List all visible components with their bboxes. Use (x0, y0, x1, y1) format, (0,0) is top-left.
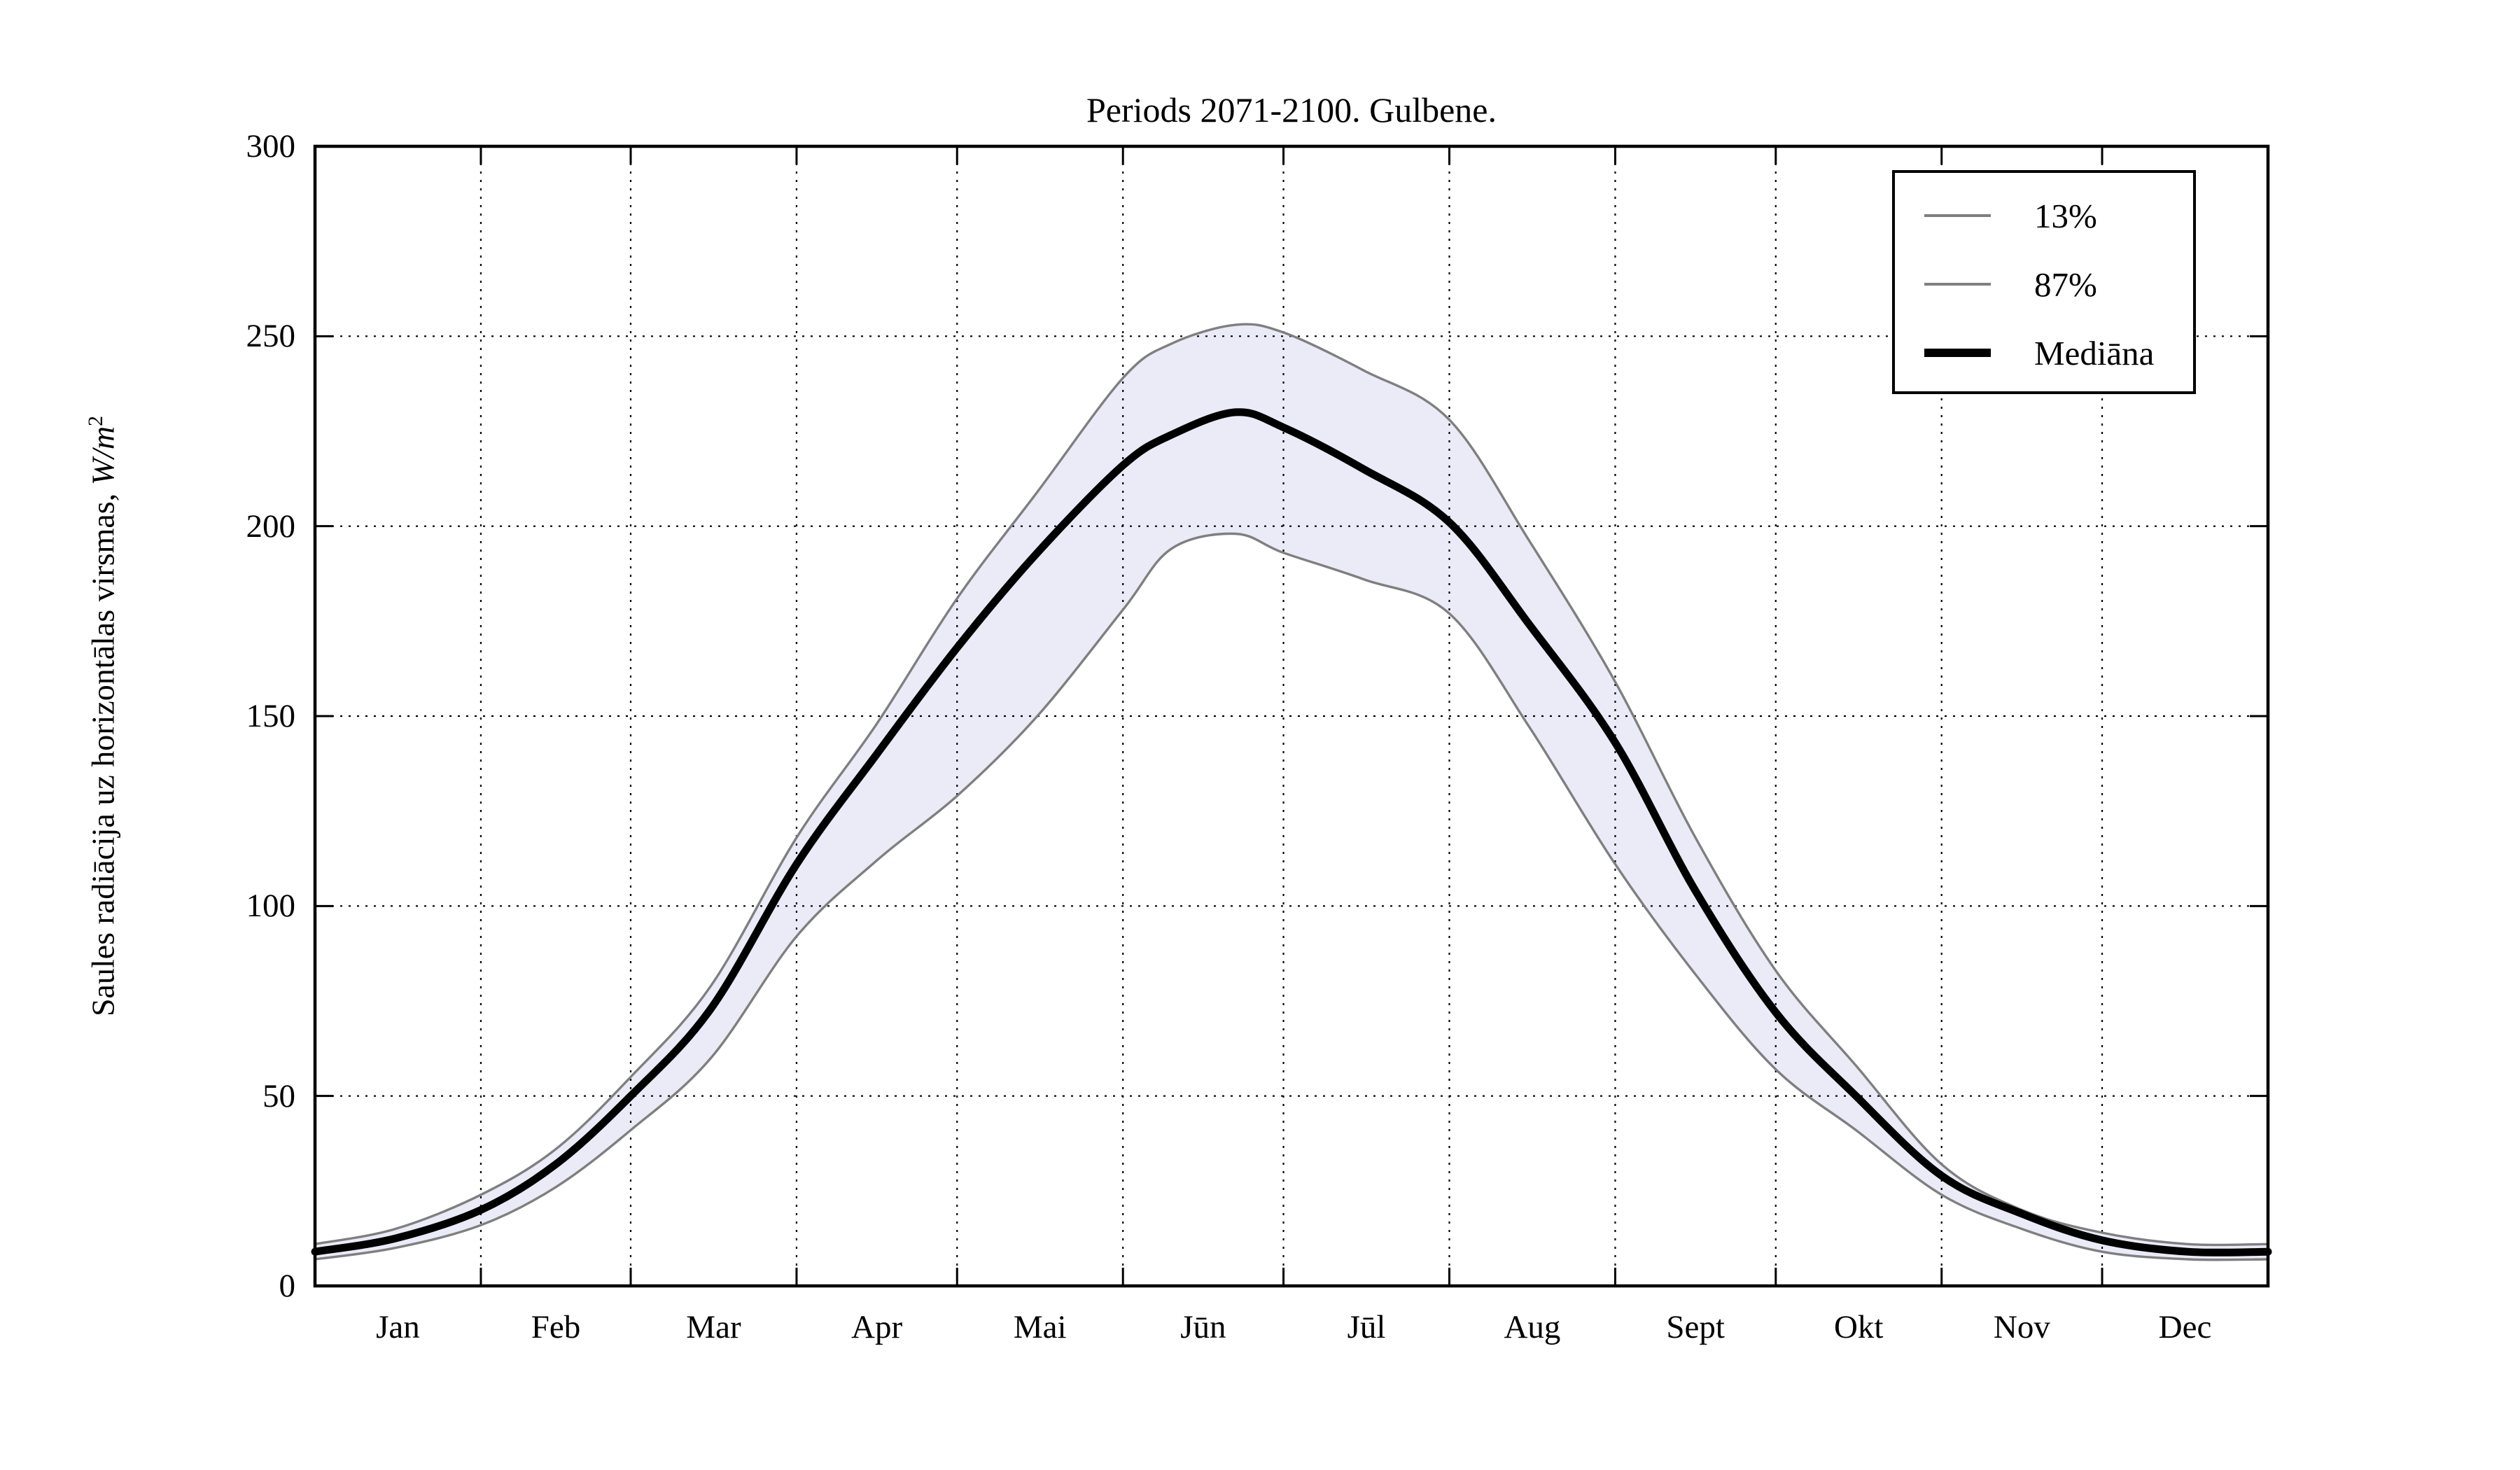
x-month-label: Sept (1666, 1309, 1725, 1345)
x-month-label: Nov (1993, 1309, 2050, 1345)
percentile-87-line (314, 323, 2269, 1247)
legend: 13% 87% Mediāna (1892, 170, 2196, 394)
y-tick-label: 0 (279, 1268, 296, 1304)
y-tick-label: 50 (262, 1077, 295, 1114)
x-month-label: Jūl (1347, 1309, 1386, 1345)
legend-item-mediana: Mediāna (1895, 328, 2193, 377)
y-axis-label: Saules radiācija uz horizontālas virsmas… (84, 156, 126, 1276)
legend-label-13pct: 13% (2034, 196, 2097, 235)
x-month-label: Okt (1833, 1309, 1884, 1345)
x-month-label: Mar (686, 1309, 741, 1345)
x-month-label: Aug (1504, 1309, 1561, 1345)
y-tick-label: 300 (246, 128, 296, 164)
x-month-label: Feb (531, 1309, 581, 1345)
legend-label-mediana: Mediāna (2034, 333, 2155, 372)
legend-item-87pct: 87% (1895, 260, 2193, 309)
x-month-label: Jan (376, 1309, 420, 1345)
median-line (311, 408, 2272, 1256)
percentile-band-fill (315, 324, 2268, 1260)
x-month-label: Apr (851, 1309, 903, 1345)
y-tick-label: 150 (246, 698, 296, 734)
y-tick-label: 250 (246, 318, 296, 355)
percentile-13-line (314, 532, 2269, 1261)
x-month-label: Jūn (1180, 1309, 1226, 1345)
chart-title: Periods 2071-2100. Gulbene. (1086, 90, 1497, 130)
x-month-label: Dec (2158, 1309, 2212, 1345)
y-axis-label-text: Saules radiācija uz horizontālas virsmas… (85, 485, 121, 1017)
plot-frame (313, 144, 2270, 1288)
y-axis-label-units: W/m (85, 426, 121, 486)
y-tick-label: 200 (246, 507, 296, 545)
legend-item-13pct: 13% (1895, 191, 2193, 240)
legend-line-mediana-icon (1924, 349, 1991, 357)
y-tick-label: 100 (246, 888, 296, 925)
legend-label-87pct: 87% (2034, 265, 2097, 304)
legend-line-87pct-icon (1924, 283, 1991, 286)
legend-line-13pct-icon (1924, 214, 1991, 217)
y-axis-label-exponent: 2 (84, 415, 107, 426)
x-month-label: Mai (1013, 1309, 1067, 1345)
